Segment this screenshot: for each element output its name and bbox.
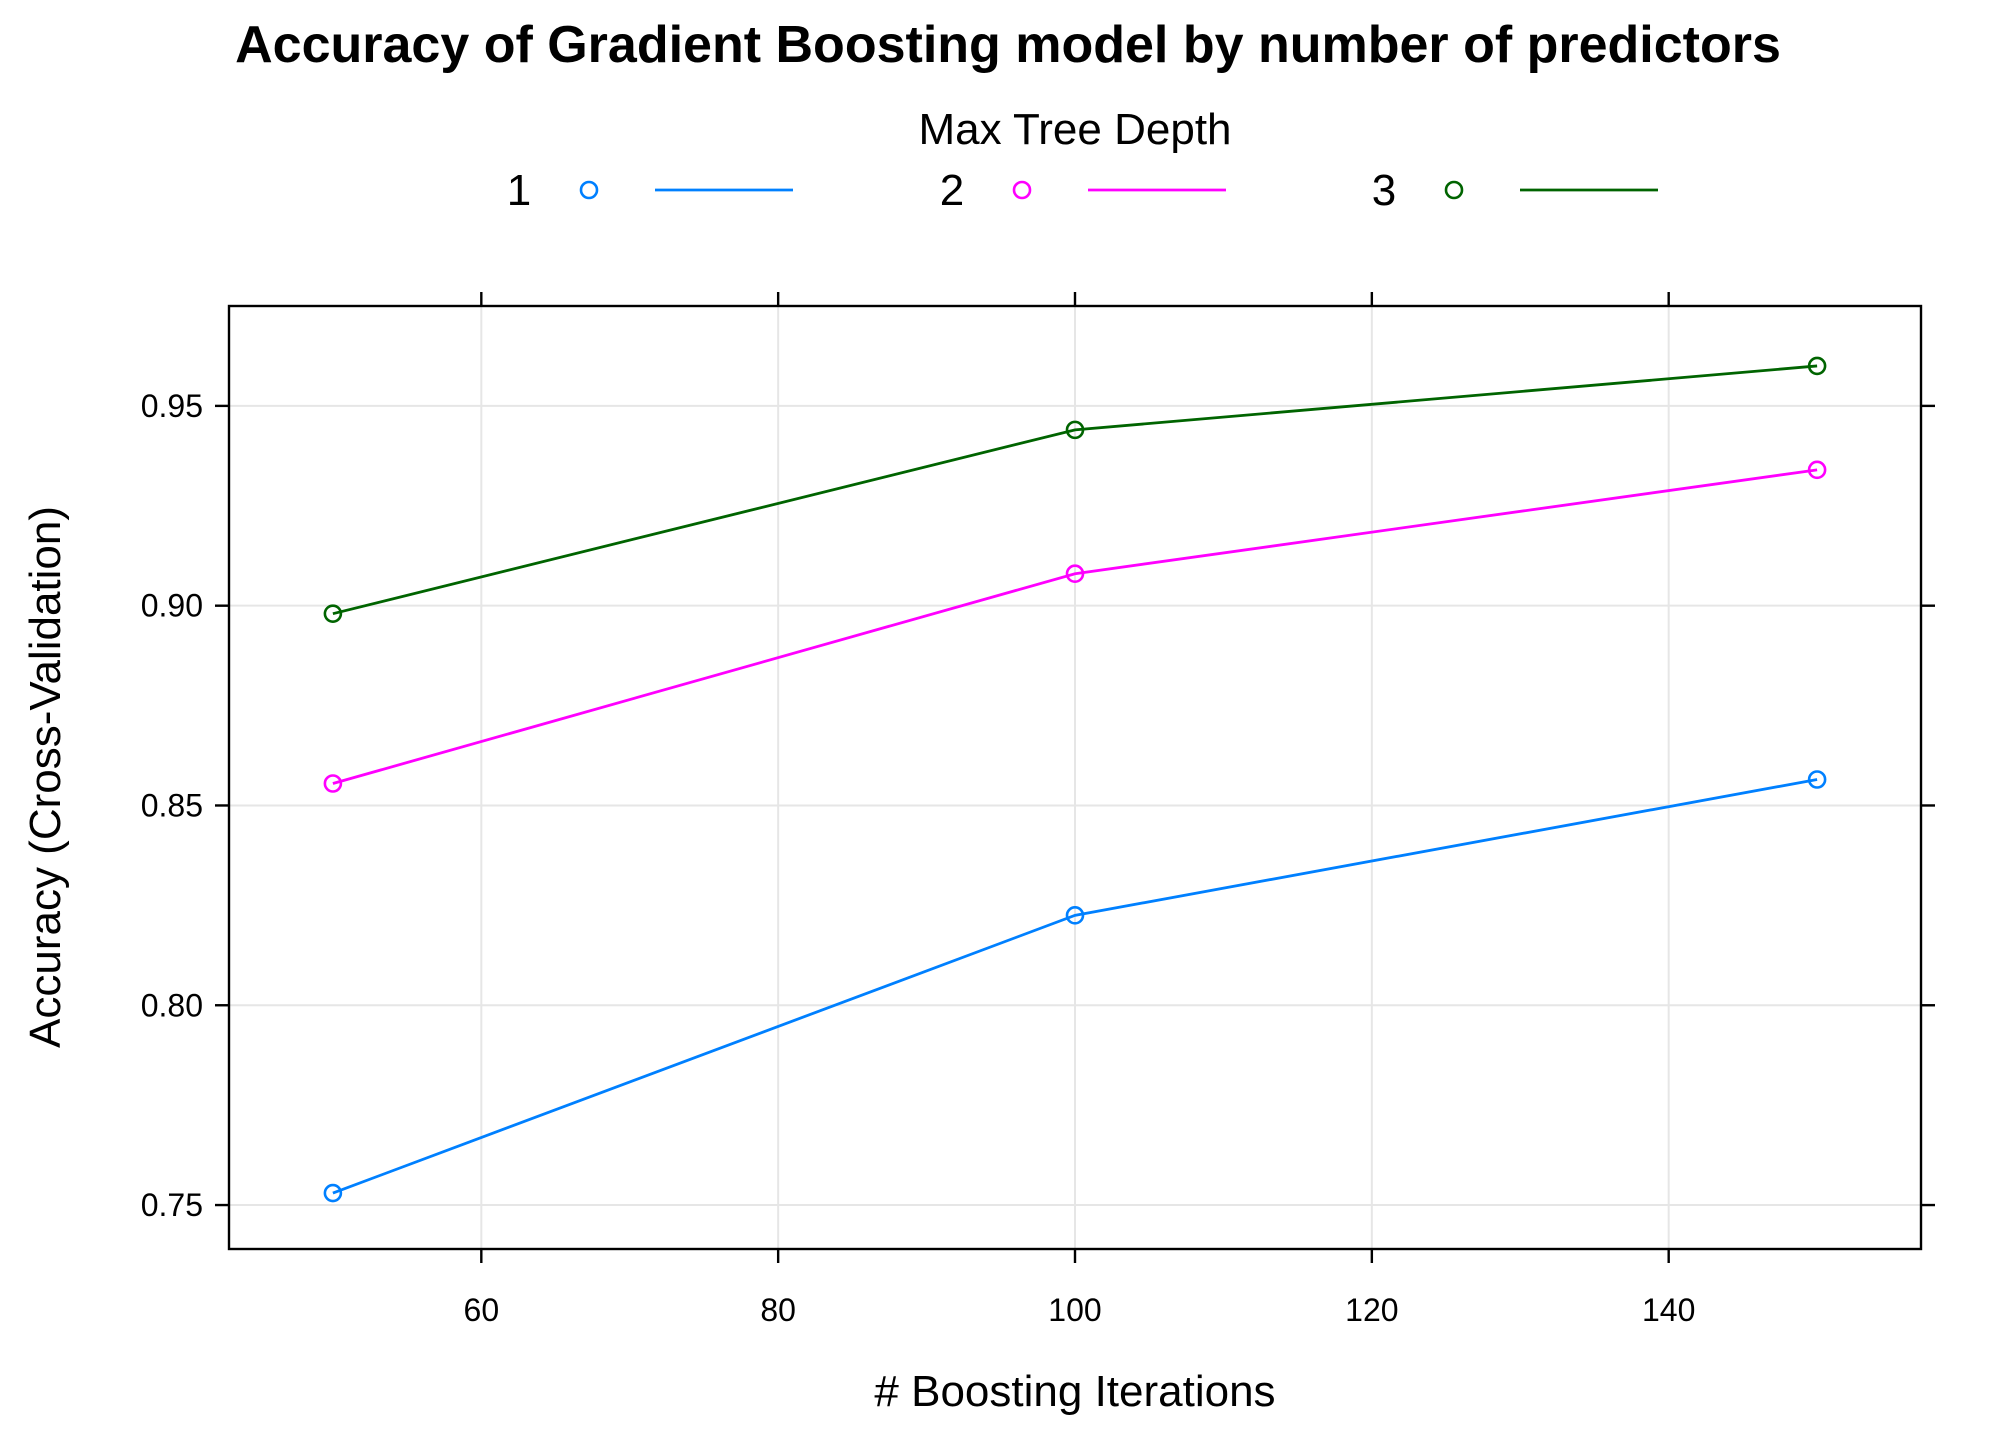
legend-marker xyxy=(1012,180,1032,200)
data-point xyxy=(1807,356,1827,376)
legend-label: 3 xyxy=(1372,166,1396,215)
series-line xyxy=(332,364,1818,616)
x-axis-label: # Boosting Iterations xyxy=(874,1367,1275,1416)
series-3 xyxy=(323,356,1827,623)
data-point xyxy=(1807,460,1827,480)
data-point xyxy=(1065,564,1085,584)
y-axis-label: Accuracy (Cross-Validation) xyxy=(21,506,70,1048)
legend-item: 2 xyxy=(940,166,1226,215)
data-point xyxy=(323,604,343,623)
x-tick-label: 120 xyxy=(1345,1292,1398,1328)
x-tick-label: 100 xyxy=(1048,1292,1101,1328)
y-tick-label: 0.85 xyxy=(141,787,203,823)
data-point xyxy=(1065,906,1085,925)
y-tick-label: 0.95 xyxy=(141,388,203,424)
data-point xyxy=(323,774,343,793)
legend: 1 2 3 xyxy=(507,166,1658,215)
series-line xyxy=(332,778,1818,1195)
data-point xyxy=(1807,770,1827,789)
series-1 xyxy=(323,770,1827,1203)
y-tick-label: 0.75 xyxy=(141,1187,203,1223)
y-tick-label: 0.90 xyxy=(141,588,203,624)
grid-lines xyxy=(229,306,1921,1249)
y-tick-label: 0.80 xyxy=(141,987,203,1023)
x-tick-label: 80 xyxy=(760,1292,796,1328)
x-tick-label: 60 xyxy=(464,1292,500,1328)
series-2 xyxy=(323,460,1827,793)
legend-label: 2 xyxy=(940,166,964,215)
axes: 60 80 100 120 140 0.75 0.80 0.85 0.90 0.95 xyxy=(141,292,1935,1328)
data-point xyxy=(323,1183,343,1203)
chart-title: Accuracy of Gradient Boosting model by n… xyxy=(235,16,1781,74)
data-point xyxy=(1065,420,1085,440)
series-line xyxy=(332,468,1818,785)
series-layer xyxy=(323,356,1827,1203)
legend-title: Max Tree Depth xyxy=(918,105,1231,154)
legend-marker xyxy=(1444,180,1464,200)
x-tick-label: 140 xyxy=(1642,1292,1695,1328)
legend-item: 1 xyxy=(507,166,793,215)
legend-item: 3 xyxy=(1372,166,1658,215)
legend-marker xyxy=(579,180,599,200)
legend-label: 1 xyxy=(507,166,531,215)
